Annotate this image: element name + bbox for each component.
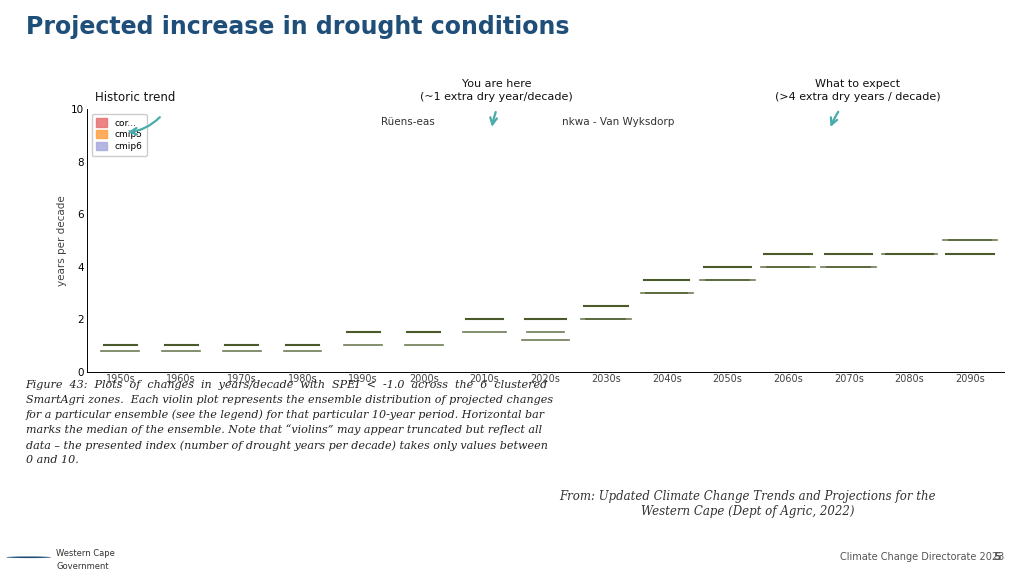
Text: What to expect
(>4 extra dry years / decade): What to expect (>4 extra dry years / dec… (775, 79, 940, 102)
Text: Western Cape: Western Cape (56, 549, 115, 558)
Text: nkwa - Van Wyksdorp: nkwa - Van Wyksdorp (562, 118, 675, 127)
Text: Climate Change Directorate 2023: Climate Change Directorate 2023 (840, 552, 1004, 562)
Legend: cor..., cmip5, cmip6: cor..., cmip5, cmip6 (91, 114, 146, 156)
Y-axis label: years per decade: years per decade (57, 195, 67, 286)
Text: Rüens-eas: Rüens-eas (381, 118, 434, 127)
Text: Projected increase in drought conditions: Projected increase in drought conditions (26, 15, 569, 39)
Circle shape (6, 556, 51, 558)
Text: 5: 5 (993, 552, 1000, 562)
Text: You are here
(~1 extra dry year/decade): You are here (~1 extra dry year/decade) (420, 79, 573, 102)
Text: Figure  43:  Plots  of  changes  in  years/decade  with  SPEI  <  -1.0  across  : Figure 43: Plots of changes in years/dec… (26, 380, 553, 465)
Text: From: Updated Climate Change Trends and Projections for the
Western Cape (Dept o: From: Updated Climate Change Trends and … (559, 490, 936, 518)
Text: Government: Government (56, 562, 109, 571)
Text: Historic trend: Historic trend (95, 91, 176, 104)
